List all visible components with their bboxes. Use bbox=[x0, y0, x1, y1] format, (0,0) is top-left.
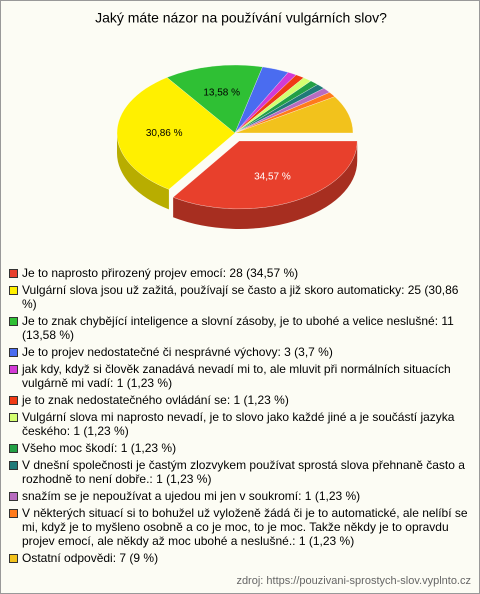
legend-label: Vulgární slova mi naprosto nevadí, je to… bbox=[22, 410, 455, 438]
legend-item: Je to znak chybějící inteligence a slovn… bbox=[9, 314, 469, 342]
legend-item: Vulgární slova jsou už zažitá, používají… bbox=[9, 283, 469, 311]
source: zdroj: https://pouzivani-sprostych-slov.… bbox=[236, 575, 471, 587]
legend-label: Vulgární slova jsou už zažitá, používají… bbox=[22, 283, 459, 311]
legend-label: je to znak nedostatečného ovládání se: 1… bbox=[22, 393, 289, 407]
legend-swatch bbox=[9, 396, 18, 405]
legend-swatch bbox=[9, 286, 18, 295]
slice bbox=[172, 140, 358, 210]
pie-area: Jaký máte názor na používání vulgárních … bbox=[95, 10, 387, 229]
chart-title: Jaký máte názor na používání vulgárních … bbox=[95, 10, 387, 26]
legend-item: V dnešní společnosti je častým zlozvykem… bbox=[9, 458, 469, 486]
legend-swatch bbox=[9, 492, 18, 501]
slice-label: 34,57 % bbox=[254, 172, 291, 183]
legend-item: Ostatní odpovědi: 7 (9 %) bbox=[9, 551, 469, 565]
legend-item: snažím se je nepoužívat a ujedou mi jen … bbox=[9, 489, 469, 503]
legend-label: Je to projev nedostatečné či nesprávné v… bbox=[22, 345, 333, 359]
legend: Je to naprosto přirozený projev emocí: 2… bbox=[9, 266, 469, 568]
legend-label: Ostatní odpovědi: 7 (9 %) bbox=[22, 551, 159, 565]
legend-item: Je to naprosto přirozený projev emocí: 2… bbox=[9, 266, 469, 280]
legend-item: jak kdy, když si člověk zanadává nevadí … bbox=[9, 362, 469, 390]
slice-side bbox=[117, 133, 169, 210]
legend-label: Je to naprosto přirozený projev emocí: 2… bbox=[22, 266, 299, 280]
slice-side bbox=[173, 140, 358, 229]
legend-label: snažím se je nepoužívat a ujedou mi jen … bbox=[22, 489, 361, 503]
legend-label: V dnešní společnosti je častým zlozvykem… bbox=[22, 458, 465, 486]
legend-label: jak kdy, když si člověk zanadává nevadí … bbox=[22, 362, 451, 390]
slice bbox=[116, 77, 236, 190]
legend-swatch bbox=[9, 554, 18, 563]
legend-swatch bbox=[9, 509, 18, 518]
legend-item: Všeho moc škodí: 1 (1,23 %) bbox=[9, 441, 469, 455]
legend-item: Vulgární slova mi naprosto nevadí, je to… bbox=[9, 410, 469, 438]
legend-swatch bbox=[9, 269, 18, 278]
legend-swatch bbox=[9, 444, 18, 453]
legend-swatch bbox=[9, 461, 18, 470]
legend-swatch bbox=[9, 413, 18, 422]
legend-item: V některých situací si to bohužel už vyl… bbox=[9, 506, 469, 548]
slice-label: 30,86 % bbox=[146, 128, 183, 139]
slice-label: 13,58 % bbox=[203, 88, 240, 99]
legend-swatch bbox=[9, 365, 18, 374]
legend-label: Všeho moc škodí: 1 (1,23 %) bbox=[22, 441, 177, 455]
legend-item: je to znak nedostatečného ovládání se: 1… bbox=[9, 393, 469, 407]
slice bbox=[234, 96, 354, 134]
legend-swatch bbox=[9, 317, 18, 326]
legend-label: Je to znak chybějící inteligence a slovn… bbox=[22, 314, 454, 342]
legend-swatch bbox=[9, 348, 18, 357]
legend-item: Je to projev nedostatečné či nesprávné v… bbox=[9, 345, 469, 359]
slice bbox=[166, 64, 263, 134]
legend-label: V některých situací si to bohužel už vyl… bbox=[22, 506, 468, 548]
